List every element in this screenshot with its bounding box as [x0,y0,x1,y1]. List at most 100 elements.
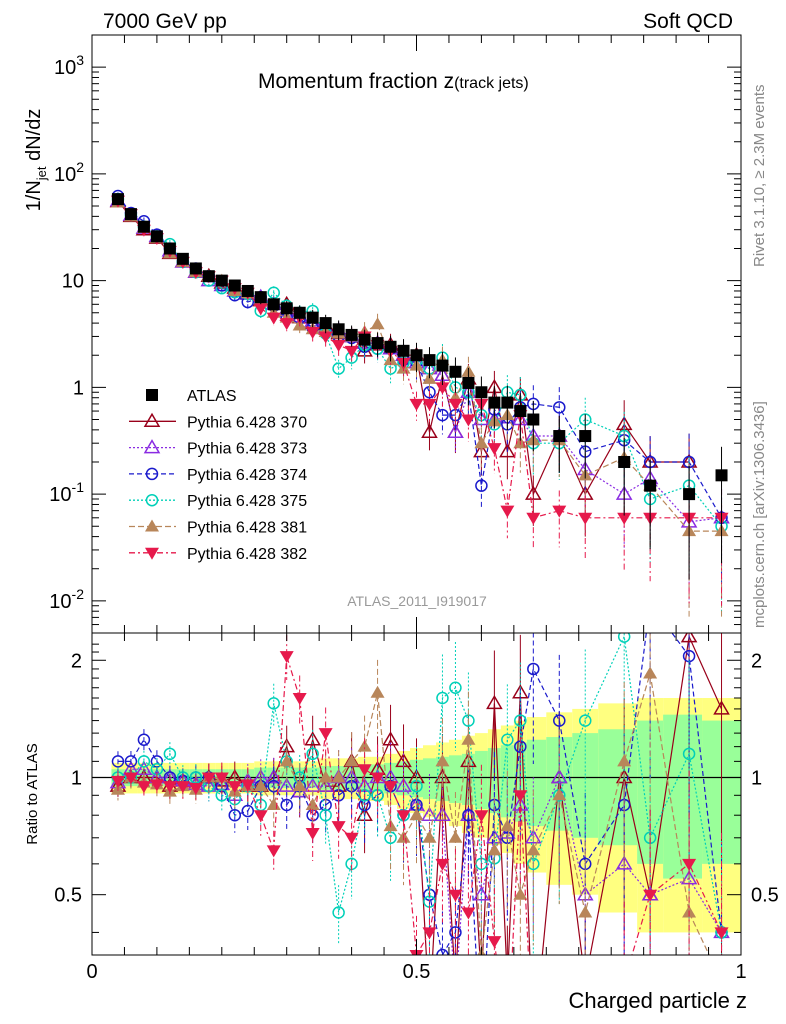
legend-item: Pythia 6.428 375 [129,493,307,510]
chart-title: Momentum fraction z(track jets) [258,70,529,93]
process-label: Soft QCD [643,10,733,33]
legend: ATLAS Pythia 6.428 370 Pythia 6.428 373 Pyt… [129,388,307,563]
ratio-point [617,754,632,767]
data-point [578,512,593,525]
ratio-point [578,974,592,986]
ratio-point [396,810,411,823]
ratio-point [435,858,450,871]
ratio-point [645,598,656,609]
analysis-id-label: ATLAS_2011_I919017 [347,593,487,609]
data-point [318,331,333,344]
chart-title-main: Momentum fraction z [258,70,454,93]
ratio-point [253,779,268,792]
ratio-point [137,755,151,768]
ratio-point [253,810,268,823]
data-point [461,414,476,427]
legend-label: Pythia 6.428 370 [187,414,307,431]
data-point [410,349,423,362]
data-point [501,396,514,409]
data-point [124,208,137,221]
ratio-point [111,755,125,768]
x-axis-title: Charged particle z [568,988,747,1013]
ratio-point [449,681,462,695]
ratio-point [292,779,307,792]
ratio-point [474,974,488,986]
data-point [254,291,267,304]
ratio-point [527,662,540,676]
tick-exponent: -1 [72,479,85,495]
tick-base: 10 [49,484,71,506]
data-point [475,386,488,399]
ratio-point [461,732,476,745]
data-point [617,512,632,525]
data-point [163,242,176,255]
ratio-point [714,927,729,940]
ratio-point [473,886,490,901]
ratio-point [448,889,463,902]
legend-marker [145,493,159,507]
inner-band-segment [663,714,703,879]
ratio-point [422,927,437,940]
data-point [499,443,516,458]
ratio-point [318,770,333,783]
data-point [344,345,359,358]
data-point [176,252,189,265]
y-axis-title-ratio: Ratio to ATLAS [24,743,41,844]
legend-item: ATLAS [146,388,237,405]
ratio-uncertainty-bands [111,698,741,933]
ratio-y-tick-label: 1 [71,767,82,789]
y-tick-label: 10-2 [49,586,84,613]
data-point [280,302,293,315]
ratio-point [305,828,320,841]
ratio-point [278,777,296,792]
data-point [397,344,410,357]
legend-item: Pythia 6.428 373 [129,439,307,458]
ratio-point [123,772,138,785]
data-point [267,298,280,311]
ratio-point [331,821,346,834]
ratio-point [318,728,333,741]
ratio-point [319,808,332,822]
data-point [683,488,696,501]
ratio-point [513,790,528,803]
x-tick-label: 1 [735,961,746,983]
ratio-point [487,936,502,949]
ratio-point [715,974,729,986]
y-axis-title-main: 1/Njet dN/dz [23,109,49,212]
data-point [384,340,397,353]
data-point [579,430,592,443]
ratio-point [240,779,255,792]
legend-label: Pythia 6.428 382 [187,546,307,563]
ratio-point [643,666,658,679]
y-tick-label: 10 [62,271,84,293]
data-point [500,505,515,518]
x-tick-label: 0 [86,961,97,983]
ratio-point [578,714,592,727]
ratio-y-tick-label: 0.5 [54,885,82,907]
ratio-point [266,797,281,810]
data-point [409,398,424,411]
ratio-point [435,754,450,767]
data-point [358,333,371,346]
ratio-point [615,855,633,870]
ratio-point [124,755,138,768]
ratio-point [487,843,502,856]
ratio-point [110,775,125,788]
tick-exponent: 2 [76,159,84,175]
ratio-point [382,731,399,746]
ratio-point [448,974,462,986]
data-point [552,505,567,518]
data-point [332,323,345,336]
ratio-point [680,633,698,643]
data-point [241,284,254,297]
data-point [371,337,384,350]
data-point [435,382,450,395]
ratio-y-tick-label: 2 [751,650,762,672]
legend-item: Pythia 6.428 374 [129,467,307,484]
data-point [253,303,268,316]
data-point [644,479,657,492]
data-point [319,317,332,330]
y-tick-label: 102 [54,159,84,186]
